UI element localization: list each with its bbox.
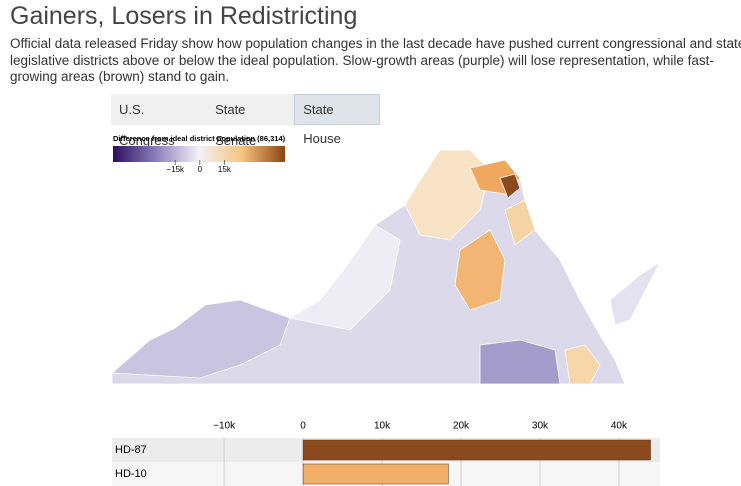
x-tick-label: 10k xyxy=(374,421,391,432)
region xyxy=(479,339,561,385)
x-tick-label: 20k xyxy=(453,421,470,432)
map xyxy=(110,149,662,385)
region xyxy=(288,224,401,331)
x-tick-label: 40k xyxy=(611,421,628,432)
subtitle-line: legislative districts above or below the… xyxy=(10,52,714,68)
title: Gainers, Losers in Redistricting xyxy=(10,2,358,30)
legend-gradient xyxy=(113,146,285,162)
legend-tick-label: 15k xyxy=(218,165,232,174)
region xyxy=(454,229,506,311)
x-tick-label: 30k xyxy=(532,421,549,432)
subtitle: Official data released Friday show how p… xyxy=(10,36,741,86)
region xyxy=(564,344,601,385)
region xyxy=(504,199,536,246)
x-tick-label: 0 xyxy=(300,421,306,432)
bar xyxy=(302,439,651,461)
region xyxy=(609,260,662,326)
region xyxy=(499,173,521,199)
legend-tick-label: 0 xyxy=(198,165,203,174)
tab[interactable]: State Senate xyxy=(215,102,257,148)
legend-tick-label: −15k xyxy=(166,165,185,174)
legend-title: Difference from ideal district populatio… xyxy=(113,134,286,143)
subtitle-line: growing areas (brown) stand to gain. xyxy=(10,69,230,84)
y-tick-label: HD-10 xyxy=(115,468,147,480)
y-tick-label: HD-87 xyxy=(115,444,147,456)
tab[interactable]: State House xyxy=(294,94,380,146)
subtitle-line: Official data released Friday show how p… xyxy=(10,36,741,51)
tab[interactable]: U.S. Congress xyxy=(119,102,175,148)
tab-bar: U.S. Congress State Senate State House xyxy=(111,94,380,148)
bar xyxy=(302,463,449,485)
x-tick-label: −10k xyxy=(213,421,236,432)
region xyxy=(110,299,291,379)
